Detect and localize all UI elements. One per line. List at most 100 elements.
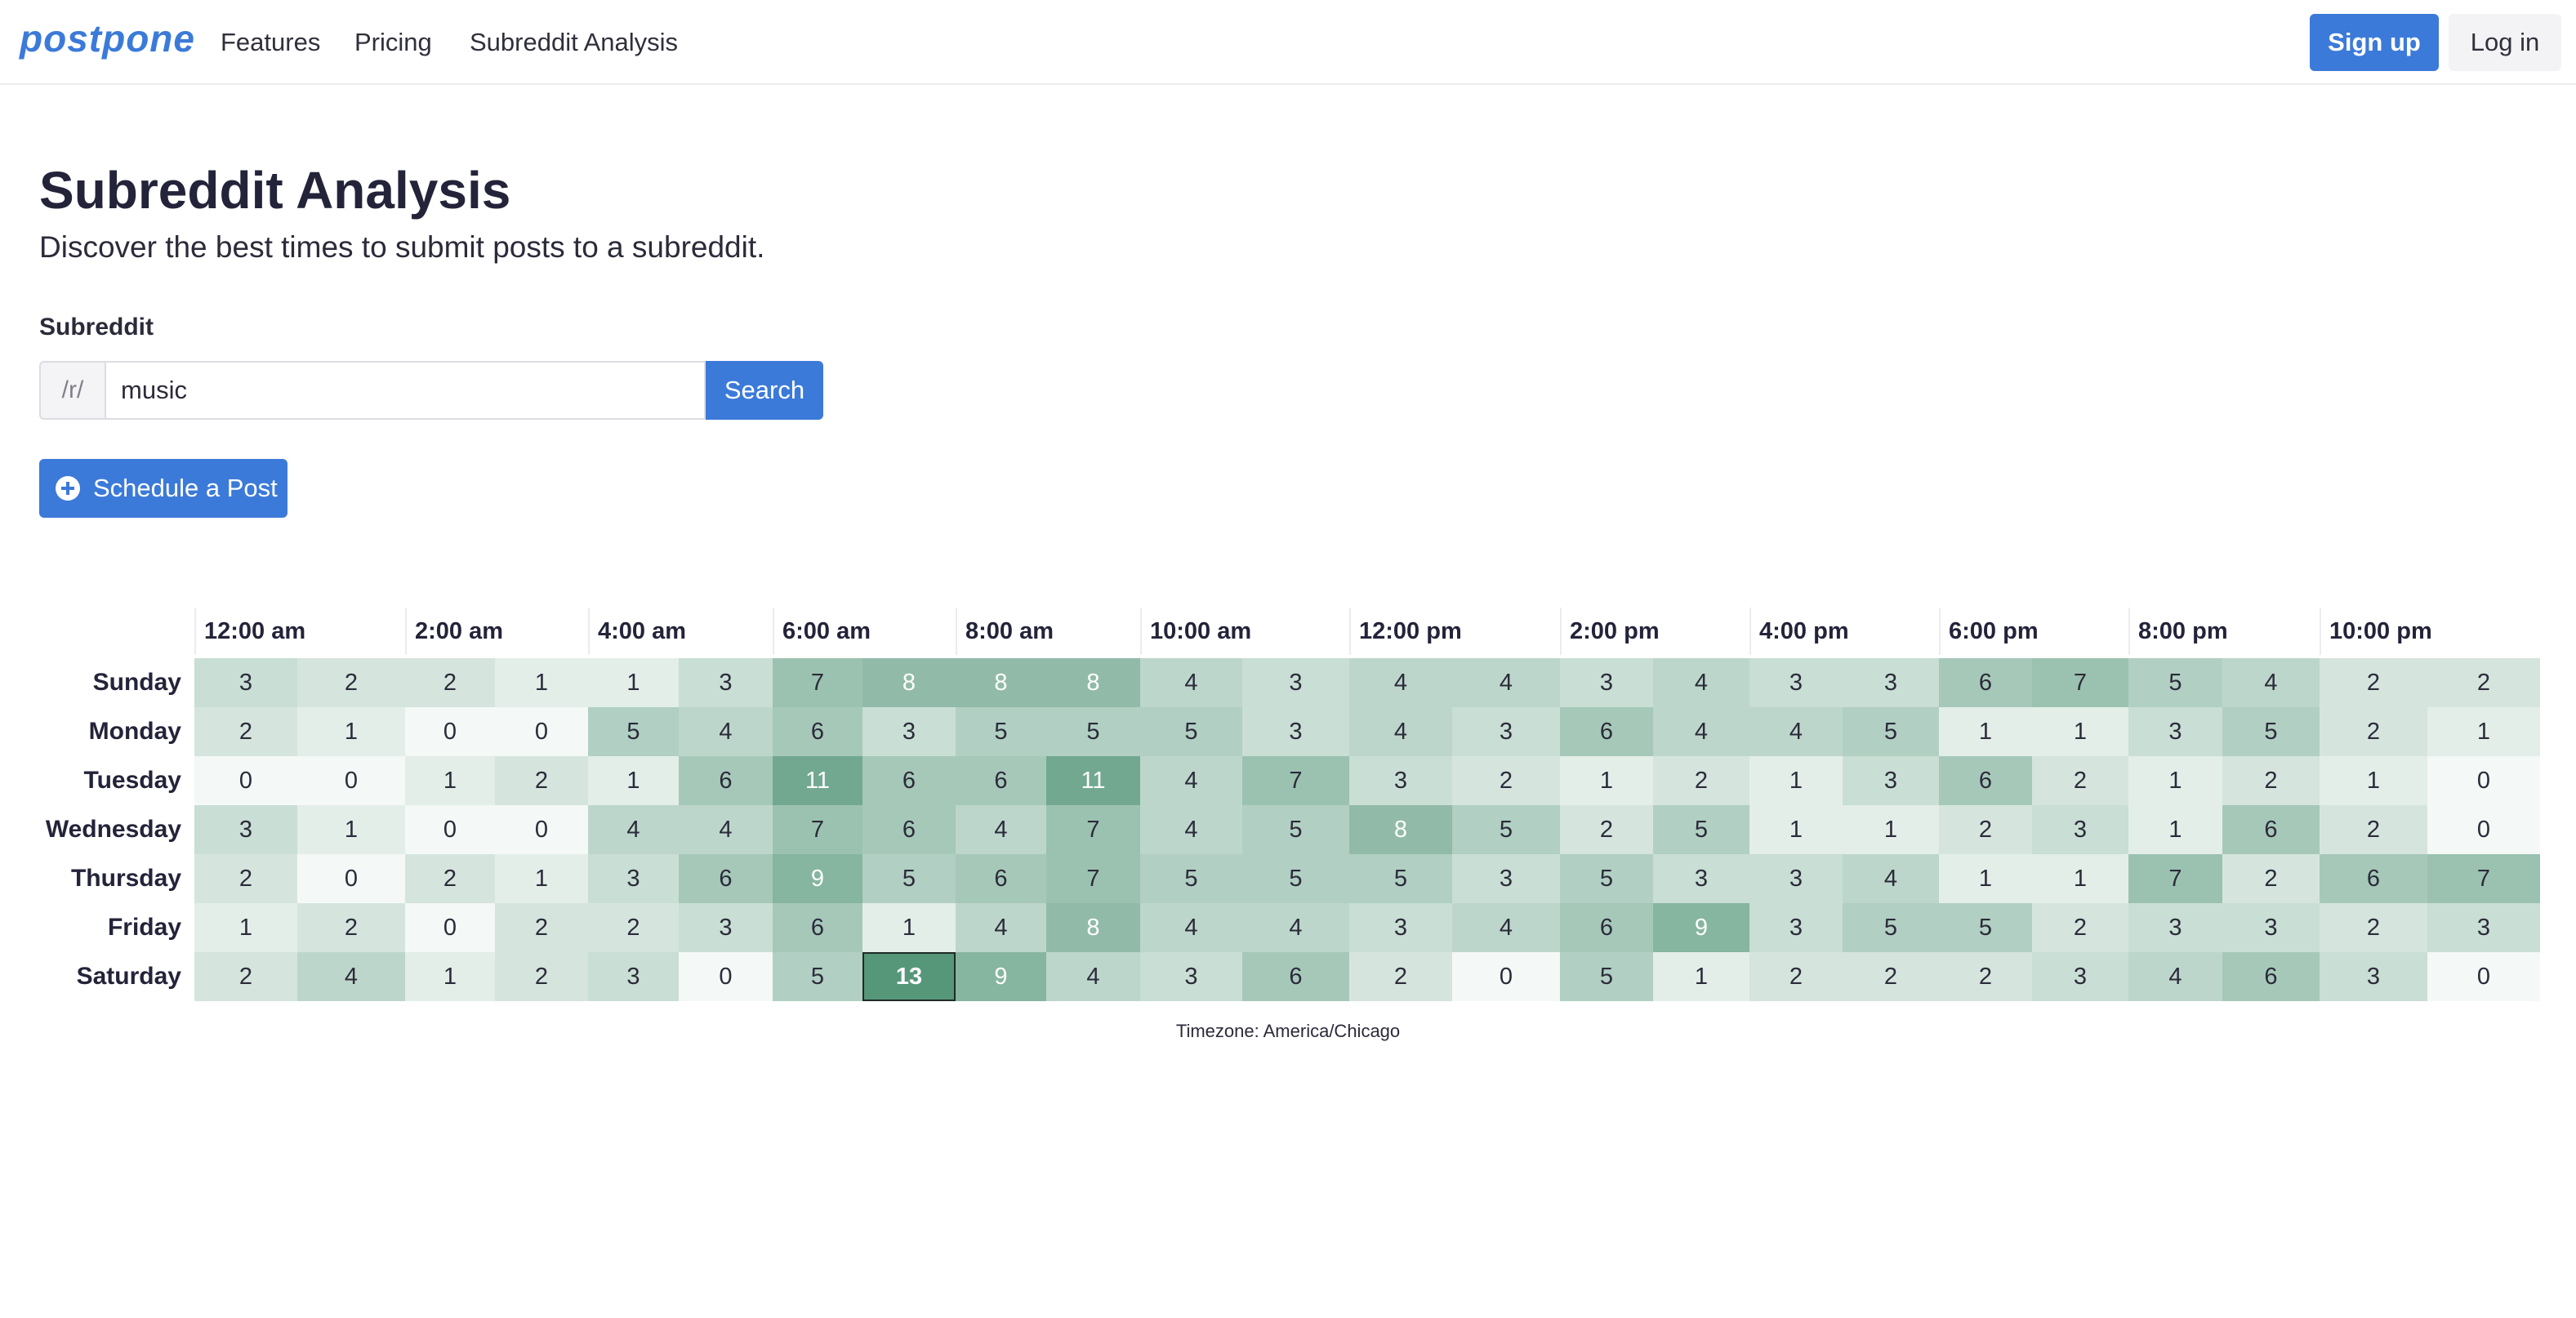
- heatmap-cell[interactable]: 5: [1843, 707, 1939, 756]
- heatmap-cell[interactable]: 6: [1939, 658, 2032, 707]
- heatmap-cell[interactable]: 8: [1046, 658, 1140, 707]
- heatmap-cell[interactable]: 5: [862, 854, 956, 903]
- heatmap-cell[interactable]: 5: [773, 952, 862, 1001]
- heatmap-cell[interactable]: 3: [1140, 952, 1242, 1001]
- heatmap-cell[interactable]: 2: [2222, 854, 2320, 903]
- heatmap-cell[interactable]: 3: [1349, 756, 1452, 805]
- heatmap-cell[interactable]: 3: [679, 903, 773, 952]
- heatmap-cell[interactable]: 7: [773, 805, 862, 854]
- heatmap-cell[interactable]: 6: [2222, 952, 2320, 1001]
- heatmap-cell[interactable]: 2: [1349, 952, 1452, 1001]
- heatmap-cell[interactable]: 7: [2032, 658, 2128, 707]
- heatmap-cell[interactable]: 0: [194, 756, 297, 805]
- heatmap-cell[interactable]: 1: [194, 903, 297, 952]
- heatmap-cell[interactable]: 2: [1843, 952, 1939, 1001]
- heatmap-cell[interactable]: 6: [679, 854, 773, 903]
- heatmap-cell[interactable]: 3: [1843, 658, 1939, 707]
- nav-pricing[interactable]: Pricing: [354, 28, 432, 56]
- heatmap-cell[interactable]: 2: [194, 854, 297, 903]
- heatmap-cell[interactable]: 1: [1749, 756, 1843, 805]
- heatmap-cell[interactable]: 2: [297, 658, 405, 707]
- heatmap-cell[interactable]: 1: [588, 658, 679, 707]
- heatmap-cell[interactable]: 2: [495, 756, 588, 805]
- signup-button[interactable]: Sign up: [2310, 14, 2439, 71]
- heatmap-cell[interactable]: 5: [2128, 658, 2222, 707]
- heatmap-cell[interactable]: 7: [2427, 854, 2540, 903]
- heatmap-cell[interactable]: 2: [2320, 805, 2427, 854]
- heatmap-cell[interactable]: 3: [1242, 658, 1349, 707]
- heatmap-cell[interactable]: 1: [2320, 756, 2427, 805]
- nav-features[interactable]: Features: [221, 28, 321, 56]
- heatmap-cell[interactable]: 0: [2427, 756, 2540, 805]
- heatmap-cell[interactable]: 3: [1749, 903, 1843, 952]
- nav-subreddit-analysis[interactable]: Subreddit Analysis: [470, 28, 679, 56]
- heatmap-cell[interactable]: 5: [588, 707, 679, 756]
- heatmap-cell[interactable]: 1: [1749, 805, 1843, 854]
- heatmap-cell[interactable]: 0: [495, 707, 588, 756]
- heatmap-cell[interactable]: 2: [1653, 756, 1749, 805]
- heatmap-cell[interactable]: 4: [297, 952, 405, 1001]
- heatmap-cell[interactable]: 0: [405, 903, 495, 952]
- heatmap-cell[interactable]: 6: [1242, 952, 1349, 1001]
- heatmap-cell[interactable]: 1: [588, 756, 679, 805]
- heatmap-cell[interactable]: 6: [862, 756, 956, 805]
- heatmap-cell[interactable]: 4: [588, 805, 679, 854]
- heatmap-cell[interactable]: 4: [1242, 903, 1349, 952]
- heatmap-cell[interactable]: 3: [588, 854, 679, 903]
- heatmap-cell[interactable]: 3: [1560, 658, 1653, 707]
- heatmap-cell[interactable]: 2: [1452, 756, 1560, 805]
- heatmap-cell[interactable]: 1: [495, 854, 588, 903]
- heatmap-cell[interactable]: 2: [2320, 903, 2427, 952]
- heatmap-cell[interactable]: 4: [1452, 658, 1560, 707]
- heatmap-cell[interactable]: 1: [2128, 805, 2222, 854]
- heatmap-cell[interactable]: 1: [862, 903, 956, 952]
- heatmap-cell[interactable]: 4: [679, 707, 773, 756]
- heatmap-cell[interactable]: 2: [495, 903, 588, 952]
- heatmap-cell[interactable]: 13: [862, 952, 956, 1001]
- heatmap-cell[interactable]: 6: [773, 707, 862, 756]
- heatmap-cell[interactable]: 5: [1242, 854, 1349, 903]
- heatmap-cell[interactable]: 0: [679, 952, 773, 1001]
- heatmap-cell[interactable]: 2: [2032, 903, 2128, 952]
- heatmap-cell[interactable]: 6: [862, 805, 956, 854]
- heatmap-cell[interactable]: 6: [1939, 756, 2032, 805]
- heatmap-cell[interactable]: 5: [1653, 805, 1749, 854]
- heatmap-cell[interactable]: 6: [773, 903, 862, 952]
- heatmap-cell[interactable]: 3: [2320, 952, 2427, 1001]
- heatmap-cell[interactable]: 2: [1560, 805, 1653, 854]
- heatmap-cell[interactable]: 7: [1242, 756, 1349, 805]
- schedule-post-button[interactable]: Schedule a Post: [39, 459, 287, 518]
- heatmap-cell[interactable]: 1: [405, 756, 495, 805]
- heatmap-cell[interactable]: 2: [405, 658, 495, 707]
- heatmap-cell[interactable]: 0: [405, 707, 495, 756]
- heatmap-cell[interactable]: 5: [2222, 707, 2320, 756]
- heatmap-cell[interactable]: 6: [1560, 903, 1653, 952]
- heatmap-cell[interactable]: 9: [773, 854, 862, 903]
- heatmap-cell[interactable]: 0: [1452, 952, 1560, 1001]
- heatmap-cell[interactable]: 4: [1452, 903, 1560, 952]
- heatmap-cell[interactable]: 3: [194, 658, 297, 707]
- heatmap-cell[interactable]: 5: [1140, 707, 1242, 756]
- heatmap-cell[interactable]: 2: [1939, 805, 2032, 854]
- heatmap-cell[interactable]: 2: [297, 903, 405, 952]
- heatmap-cell[interactable]: 6: [956, 756, 1046, 805]
- subreddit-input[interactable]: [105, 361, 706, 420]
- heatmap-cell[interactable]: 0: [2427, 805, 2540, 854]
- heatmap-cell[interactable]: 3: [1653, 854, 1749, 903]
- heatmap-cell[interactable]: 5: [1452, 805, 1560, 854]
- search-button[interactable]: Search: [706, 361, 823, 420]
- heatmap-cell[interactable]: 1: [1939, 854, 2032, 903]
- heatmap-cell[interactable]: 7: [773, 658, 862, 707]
- heatmap-cell[interactable]: 4: [1140, 658, 1242, 707]
- heatmap-cell[interactable]: 5: [1349, 854, 1452, 903]
- heatmap-cell[interactable]: 6: [2222, 805, 2320, 854]
- heatmap-cell[interactable]: 8: [862, 658, 956, 707]
- heatmap-cell[interactable]: 1: [1939, 707, 2032, 756]
- heatmap-cell[interactable]: 2: [2222, 756, 2320, 805]
- heatmap-cell[interactable]: 4: [1046, 952, 1140, 1001]
- heatmap-cell[interactable]: 2: [405, 854, 495, 903]
- heatmap-cell[interactable]: 8: [956, 658, 1046, 707]
- heatmap-cell[interactable]: 9: [1653, 903, 1749, 952]
- heatmap-cell[interactable]: 3: [1452, 854, 1560, 903]
- heatmap-cell[interactable]: 3: [2128, 707, 2222, 756]
